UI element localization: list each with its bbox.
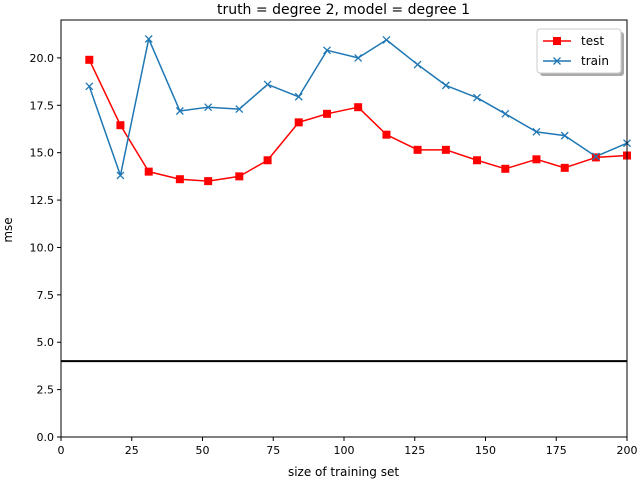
x-tick-label: 175 <box>546 444 567 457</box>
data-point-train <box>532 127 541 136</box>
y-tick-label: 15.0 <box>30 147 55 160</box>
x-tick-label: 150 <box>475 444 496 457</box>
x-tick-label: 0 <box>58 444 65 457</box>
data-point-test <box>116 121 125 130</box>
legend-label-test: test <box>581 34 604 48</box>
data-point-test <box>382 130 391 139</box>
data-point-train <box>175 107 184 115</box>
data-point-train <box>591 152 600 161</box>
legend-label-train: train <box>581 54 609 68</box>
data-point-train <box>204 103 213 112</box>
y-tick-label: 0.0 <box>37 431 55 444</box>
legend-marker-test <box>553 37 561 45</box>
y-axis-label: mse <box>1 217 15 242</box>
data-point-train <box>382 35 391 44</box>
data-point-test <box>263 156 272 165</box>
data-point-test <box>235 172 244 181</box>
y-tick-label: 17.5 <box>30 99 55 112</box>
x-tick-label: 100 <box>334 444 355 457</box>
chart-title: truth = degree 2, model = degree 1 <box>217 2 470 18</box>
data-point-train <box>473 93 481 102</box>
legend-marker-train <box>553 57 561 65</box>
y-tick-label: 20.0 <box>30 52 55 65</box>
data-point-train <box>85 82 94 91</box>
data-point-train <box>501 109 510 118</box>
x-tick-label: 75 <box>266 444 280 457</box>
y-tick-label: 7.5 <box>37 289 55 302</box>
data-point-train <box>560 131 569 140</box>
plot-area <box>61 34 631 363</box>
data-point-train <box>323 46 331 55</box>
data-point-train <box>235 105 244 114</box>
data-point-train <box>116 171 125 180</box>
legend: test train <box>536 28 624 76</box>
data-point-test <box>591 153 600 162</box>
y-tick-label: 12.5 <box>30 194 55 207</box>
y-tick-label: 5.0 <box>37 336 55 349</box>
x-axis-label: size of training set <box>288 465 399 479</box>
data-point-test <box>294 118 303 127</box>
data-point-test <box>354 103 363 112</box>
data-point-test <box>85 55 94 64</box>
data-point-test <box>413 145 422 154</box>
x-tick-label: 200 <box>617 444 638 457</box>
data-point-test <box>532 155 541 164</box>
data-point-train <box>441 81 450 90</box>
data-point-test <box>560 163 569 172</box>
data-point-train <box>294 92 303 101</box>
data-point-train <box>144 34 153 43</box>
data-point-test <box>501 164 510 173</box>
data-point-test <box>441 145 450 154</box>
data-point-train <box>413 60 422 69</box>
data-point-test <box>144 167 153 176</box>
data-point-test <box>323 109 332 118</box>
data-point-train <box>263 80 272 89</box>
x-tick-label: 25 <box>125 444 139 457</box>
y-tick-label: 2.5 <box>37 384 55 397</box>
data-point-train <box>354 53 363 62</box>
x-tick-label: 125 <box>404 444 425 457</box>
y-tick-label: 10.0 <box>30 241 55 254</box>
data-point-test <box>175 175 184 184</box>
axes: 0 25 50 75 100 125 150 175 200 0.0 2.5 5.0 7.5 10.0 12… <box>30 19 638 457</box>
data-point-test <box>473 156 482 165</box>
x-tick-label: 50 <box>196 444 210 457</box>
data-point-test <box>204 177 213 186</box>
